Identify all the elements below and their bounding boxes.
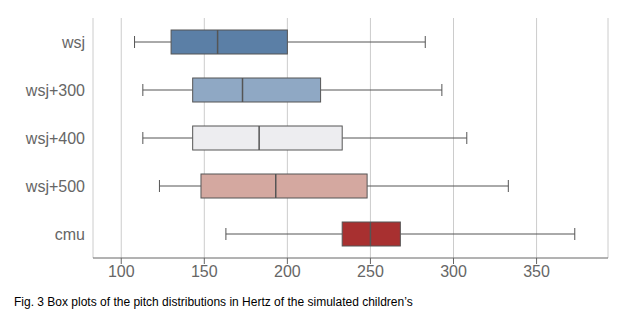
svg-text:200: 200: [274, 263, 301, 280]
svg-text:cmu: cmu: [55, 226, 85, 243]
svg-text:250: 250: [357, 263, 384, 280]
svg-text:150: 150: [191, 263, 218, 280]
svg-text:wsj+400: wsj+400: [25, 130, 85, 147]
svg-text:350: 350: [523, 263, 550, 280]
svg-text:wsj: wsj: [61, 34, 85, 51]
svg-text:300: 300: [440, 263, 467, 280]
svg-text:wsj+300: wsj+300: [25, 82, 85, 99]
html-text:Fig. 3 Box plots of the pitch: Fig. 3 Box plots of the pitch distributi…: [14, 295, 413, 309]
svg-text:100: 100: [108, 263, 135, 280]
svg-text:wsj+500: wsj+500: [25, 178, 85, 195]
